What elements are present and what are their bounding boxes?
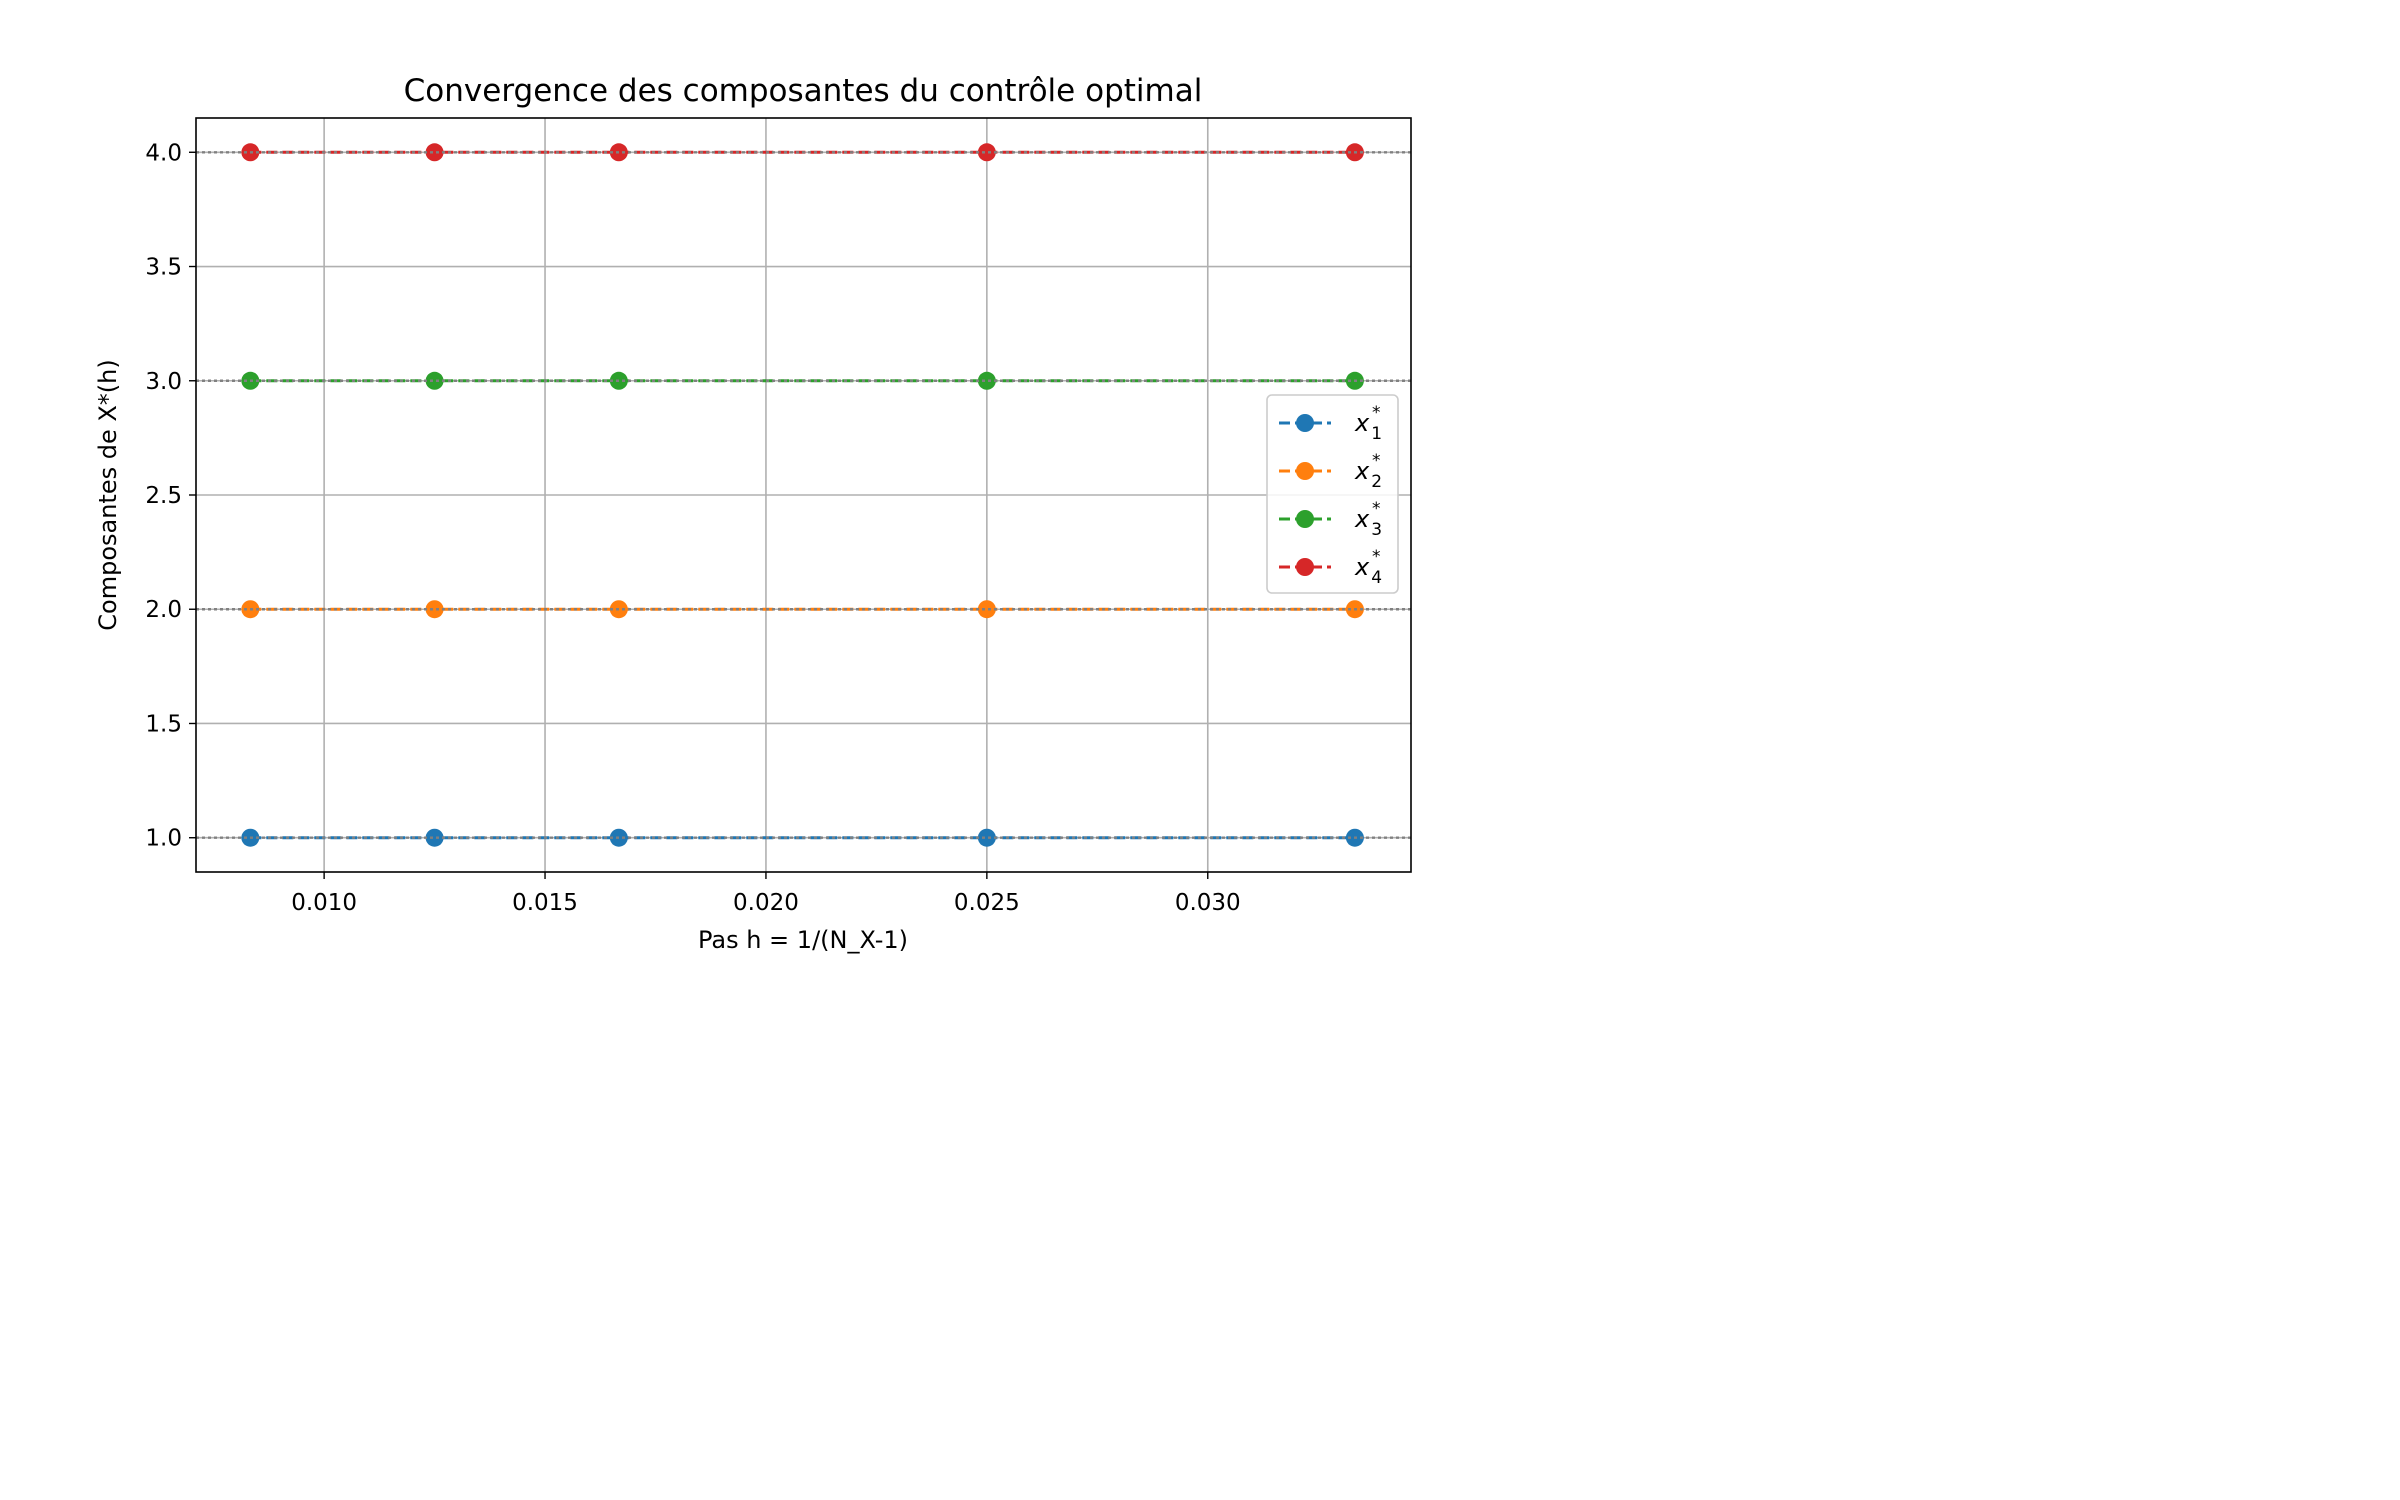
y-tick-label: 2.0	[145, 597, 182, 623]
data-point-1	[425, 828, 444, 847]
data-point-1	[977, 828, 996, 847]
y-axis-label: Composantes de X*(h)	[94, 359, 122, 630]
y-tick-label: 2.5	[145, 483, 182, 509]
data-point-2	[425, 600, 444, 619]
x-axis-label: Pas h = 1/(N_X-1)	[698, 926, 908, 954]
chart-title: Convergence des composantes du contrôle …	[404, 73, 1203, 109]
legend-marker-2	[1296, 462, 1314, 480]
x-tick-label: 0.010	[291, 890, 357, 916]
legend-label-2: x 2*	[1354, 451, 1382, 492]
x-tick-label: 0.015	[512, 890, 578, 916]
y-tick-label: 1.0	[145, 826, 182, 852]
legend-marker-4	[1296, 558, 1314, 576]
data-point-4	[425, 143, 444, 162]
chart-svg: Convergence des composantes du contrôle …	[0, 0, 1550, 968]
data-point-3	[977, 371, 996, 390]
x-tick-label: 0.030	[1175, 890, 1241, 916]
legend-label-4: x 4*	[1354, 547, 1382, 588]
x-tick-label: 0.025	[954, 890, 1020, 916]
chart-container: Convergence des composantes du contrôle …	[0, 0, 1550, 968]
x-tick-label: 0.020	[733, 890, 799, 916]
y-tick-label: 1.5	[145, 711, 182, 737]
data-point-4	[977, 143, 996, 162]
legend-marker-1	[1296, 414, 1314, 432]
y-tick-label: 4.0	[145, 140, 182, 166]
legend-box	[1266, 394, 1399, 594]
y-tick-label: 3.0	[145, 369, 182, 395]
legend-label-3: x 3*	[1354, 499, 1382, 540]
data-point-3	[425, 371, 444, 390]
legend: x 1* x 2* x 3* x 4*	[1266, 394, 1399, 594]
y-tick-label: 3.5	[145, 255, 182, 281]
legend-label-1: x 1*	[1354, 403, 1382, 444]
data-point-2	[977, 600, 996, 619]
legend-marker-3	[1296, 510, 1314, 528]
